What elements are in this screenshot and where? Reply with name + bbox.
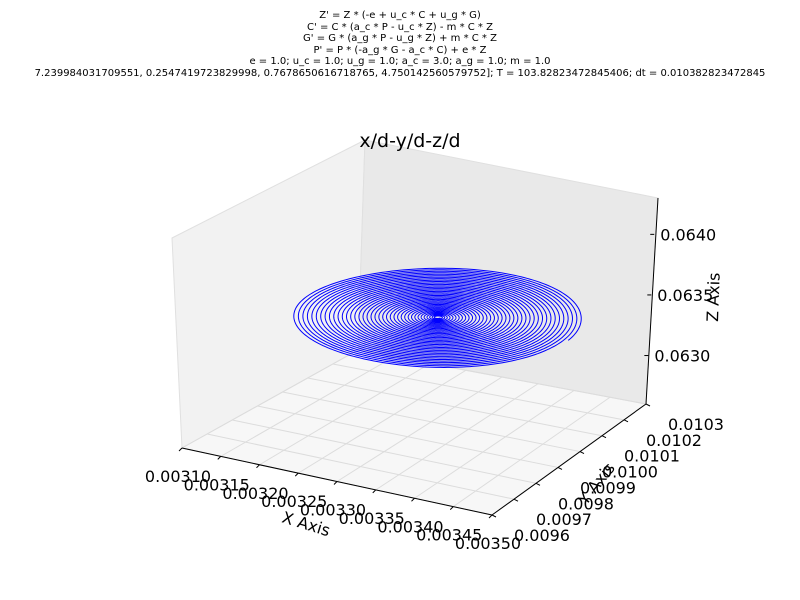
- y-gridline: [332, 363, 625, 421]
- x-gridline: [181, 349, 359, 449]
- x-gridline: [452, 396, 611, 508]
- y-gridline: [207, 433, 515, 500]
- x-tick-label: 0.00335: [339, 509, 405, 528]
- x-gridline: [414, 390, 575, 499]
- x-tick-label: 0.00325: [261, 492, 327, 511]
- y-tick-mark: [623, 419, 629, 423]
- z-tick-label: 0.0640: [660, 225, 716, 244]
- y-tick-label: 0.0100: [602, 463, 658, 482]
- header-line: G' = G * (a_g * P - u_g * Z) + m * C * Z: [303, 33, 497, 45]
- x-tick-mark: [178, 447, 183, 452]
- z-axis-label: Z Axis: [703, 272, 724, 322]
- equations-header: Z' = Z * (-e + u_c * C + u_g * G) C' = C …: [0, 10, 800, 80]
- x-gridline: [220, 356, 395, 457]
- header-line: Z' = Z * (-e + u_c * C + u_g * G): [319, 10, 481, 21]
- y-tick-label: 0.0102: [646, 431, 702, 450]
- grid-lines: [181, 349, 647, 516]
- x-tick-label: 0.00315: [184, 475, 250, 494]
- x-tick-mark: [217, 456, 222, 460]
- z-tick-label: 0.0630: [654, 347, 710, 366]
- x-tick-mark: [294, 472, 299, 477]
- y-gridline: [307, 377, 603, 437]
- x-tick-mark: [488, 514, 493, 519]
- x-tick-label: 0.00310: [145, 467, 211, 486]
- y-tick-mark: [557, 466, 563, 470]
- y-tick-mark: [601, 435, 607, 439]
- header-line: 7.239984031709551, 0.2547419723829998, 0…: [34, 67, 766, 79]
- x-gridline: [297, 369, 467, 474]
- y-tick-label: 0.0103: [668, 415, 724, 434]
- y-axis-line: [491, 403, 647, 516]
- x-tick-mark: [372, 489, 377, 494]
- spiral-series-line: [293, 267, 582, 368]
- y-tick-mark: [579, 451, 585, 455]
- x-gridline: [336, 376, 503, 482]
- x-tick-mark: [411, 497, 415, 502]
- y-tick-label: 0.0101: [624, 447, 680, 466]
- x-tick-mark: [333, 481, 338, 485]
- x-gridline: [259, 363, 431, 466]
- y-gridline: [282, 391, 581, 453]
- x-tick-label: 0.00345: [416, 526, 482, 545]
- x-gridline: [375, 383, 539, 491]
- y-tick-mark: [513, 498, 519, 502]
- x-tick-label: 0.00330: [300, 501, 366, 520]
- x-tick-mark: [449, 506, 454, 510]
- header-line: e = 1.0; u_c = 1.0; u_g = 1.0; a_c = 3.0…: [249, 56, 551, 68]
- x-tick-label: 0.00320: [222, 484, 288, 503]
- y-tick-label: 0.0098: [558, 494, 614, 513]
- y-tick-label: 0.0099: [580, 478, 636, 497]
- header-line: C' = C * (a_c * P - u_c * Z) - m * C * Z: [307, 21, 493, 33]
- x-tick-mark: [256, 464, 260, 469]
- y-gridline: [257, 405, 559, 468]
- z-axis-line: [645, 197, 659, 405]
- y-tick-mark: [535, 482, 541, 486]
- y-tick-mark: [491, 514, 497, 518]
- x-tick-label: 0.00340: [377, 517, 443, 536]
- y-tick-mark: [645, 403, 651, 407]
- axis-ticks: 0.003100.003150.003200.003250.003300.003…: [145, 225, 724, 553]
- y-tick-label: 0.0097: [536, 510, 592, 529]
- y-gridline: [232, 419, 537, 484]
- z-tick-label: 0.0635: [657, 286, 713, 305]
- chart-title: x/d-y/d-z/d: [359, 130, 460, 152]
- x-tick-label: 0.00350: [455, 534, 521, 553]
- header-line: P' = P * (-a_g * G - a_c * C) + e * Z: [313, 44, 487, 56]
- y-tick-label: 0.0096: [514, 526, 570, 545]
